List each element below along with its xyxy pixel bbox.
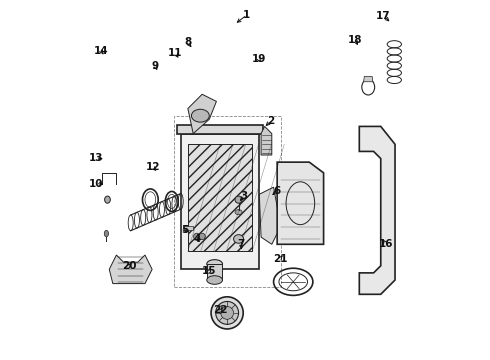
Ellipse shape	[235, 196, 242, 203]
Text: 19: 19	[251, 54, 266, 64]
Text: 7: 7	[238, 239, 245, 249]
Ellipse shape	[207, 276, 222, 284]
Polygon shape	[177, 125, 263, 134]
Text: 10: 10	[88, 179, 103, 189]
Text: 13: 13	[88, 153, 103, 163]
Text: 21: 21	[273, 253, 287, 264]
Ellipse shape	[234, 235, 244, 243]
Polygon shape	[188, 94, 217, 134]
Text: 17: 17	[376, 11, 391, 21]
Ellipse shape	[211, 297, 243, 329]
Polygon shape	[364, 76, 373, 82]
Polygon shape	[207, 264, 222, 280]
Text: 5: 5	[181, 225, 189, 235]
Text: 11: 11	[168, 48, 183, 58]
Ellipse shape	[235, 210, 242, 215]
Ellipse shape	[104, 230, 109, 237]
Text: 3: 3	[241, 191, 248, 201]
Ellipse shape	[220, 306, 234, 319]
Text: 14: 14	[94, 46, 109, 57]
Text: 4: 4	[193, 234, 200, 244]
Text: 15: 15	[202, 266, 217, 276]
Text: 20: 20	[122, 261, 136, 271]
Polygon shape	[359, 126, 395, 294]
Ellipse shape	[194, 233, 200, 240]
Polygon shape	[181, 134, 259, 269]
Polygon shape	[259, 187, 281, 244]
Text: 9: 9	[151, 61, 159, 71]
Polygon shape	[277, 162, 323, 244]
Text: 16: 16	[379, 239, 393, 249]
Text: 8: 8	[184, 37, 192, 48]
Text: 6: 6	[273, 186, 281, 196]
Text: 18: 18	[348, 35, 362, 45]
Polygon shape	[261, 126, 272, 155]
Polygon shape	[109, 255, 152, 284]
Text: 1: 1	[243, 10, 250, 20]
Polygon shape	[184, 226, 193, 230]
Ellipse shape	[216, 301, 239, 324]
Text: 2: 2	[267, 116, 274, 126]
Ellipse shape	[104, 196, 110, 203]
Text: 12: 12	[146, 162, 160, 172]
Polygon shape	[188, 144, 252, 251]
Text: 22: 22	[214, 305, 228, 315]
Ellipse shape	[192, 109, 209, 122]
Ellipse shape	[199, 233, 205, 240]
Ellipse shape	[207, 260, 222, 268]
